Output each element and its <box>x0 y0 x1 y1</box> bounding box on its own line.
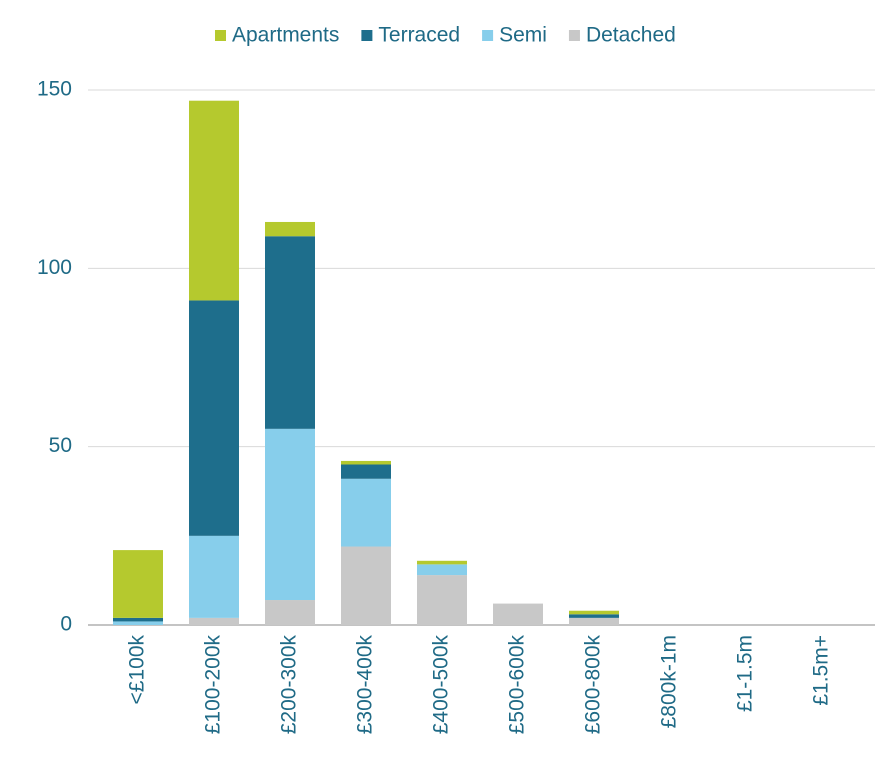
bar-segment <box>265 600 315 625</box>
bar-segment <box>417 560 467 565</box>
bar-segment <box>189 617 239 625</box>
legend-swatch <box>215 30 226 41</box>
y-tick-label: 100 <box>37 256 72 279</box>
x-tick-label: £1.5m+ <box>810 635 833 706</box>
bar-segment <box>341 478 391 547</box>
bar-segment <box>341 460 391 465</box>
x-tick-label: £100-200k <box>202 635 225 735</box>
bar-segment <box>189 100 239 301</box>
x-tick-label: £500-600k <box>506 635 529 735</box>
bar-segment <box>265 221 315 237</box>
bar-segment <box>569 617 619 625</box>
bar-segment <box>265 236 315 429</box>
legend-label: Terraced <box>378 24 460 47</box>
legend-swatch <box>568 30 580 41</box>
x-tick-label: <£100k <box>126 635 149 705</box>
bar-segment <box>341 464 391 479</box>
x-tick-label: £200-300k <box>278 635 301 735</box>
bar-segment <box>417 564 467 576</box>
bar-segment <box>189 535 239 618</box>
x-tick-label: £800k-1m <box>658 635 681 728</box>
bar-segment <box>189 300 239 536</box>
x-tick-label: £400-500k <box>430 635 453 735</box>
y-tick-label: 50 <box>49 434 72 457</box>
x-tick-label: £1-1.5m <box>734 635 757 712</box>
bar-segment <box>113 550 163 618</box>
legend-label: Semi <box>499 24 547 47</box>
bar-segment <box>113 621 163 625</box>
bar-segment <box>493 603 543 625</box>
bar-segment <box>113 617 163 622</box>
x-tick-label: £300-400k <box>354 635 377 735</box>
y-tick-label: 0 <box>60 613 72 636</box>
legend-swatch <box>361 30 373 41</box>
y-tick-label: 150 <box>37 78 72 101</box>
bar-segment <box>569 610 619 615</box>
legend-label: Apartments <box>232 24 339 47</box>
bar-segment <box>341 546 391 625</box>
bar-segment <box>417 575 467 625</box>
x-tick-label: £600-800k <box>582 635 605 735</box>
legend-swatch <box>482 30 494 41</box>
bar-segment <box>265 428 315 601</box>
bar-segment <box>569 614 619 618</box>
legend-label: Detached <box>586 24 676 47</box>
